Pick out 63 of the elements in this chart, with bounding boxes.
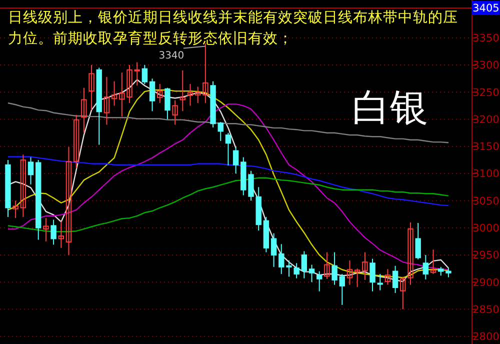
y-tick-label: 2850 [472, 304, 500, 316]
candlestick [58, 220, 64, 248]
candlestick [50, 219, 56, 246]
candlestick [187, 83, 194, 106]
y-tick-label: 3200 [472, 114, 500, 126]
y-tick-label: 3350 [472, 32, 500, 45]
candlestick [194, 86, 201, 104]
candlestick [20, 154, 26, 218]
y-tick-label: 3250 [472, 86, 500, 99]
candlestick [422, 254, 429, 280]
candlestick [346, 260, 353, 286]
y-tick-label: 2900 [472, 276, 500, 289]
y-tick-label: 3300 [472, 60, 500, 72]
candlestick [339, 273, 345, 306]
y-tick-label: 2950 [472, 250, 500, 262]
candlestick [446, 268, 452, 278]
candlestick [88, 64, 94, 111]
candlestick [408, 222, 414, 286]
candlestick [111, 80, 118, 106]
candlestick [12, 200, 18, 219]
candlestick [172, 100, 178, 126]
candlestick [225, 132, 232, 166]
candlestick [270, 232, 277, 268]
candlestick [81, 87, 87, 134]
candlestick [73, 114, 80, 169]
candlestick [66, 146, 72, 256]
candlestick [332, 252, 338, 286]
annotation: 3340 [158, 50, 184, 62]
candlestick [218, 121, 224, 142]
text: 日线级别上，银价近期日线收线并末能有效突破日线布林带中轨的压力位。前期收取孕育型反转形态依旧有效； [8, 9, 458, 48]
candlestick [324, 252, 330, 280]
candlestick [392, 265, 398, 294]
y-tick-label: 3150 [472, 141, 500, 154]
candlestick [142, 64, 148, 84]
candlestick [278, 244, 284, 274]
candlestick [286, 260, 292, 278]
candlestick [157, 83, 163, 104]
candlestick [180, 70, 186, 112]
candlestick [370, 258, 376, 292]
candlestick [301, 250, 308, 279]
y-tick-label: 3050 [472, 195, 500, 208]
candlestick [362, 252, 368, 280]
y-tick-label: 2800 [472, 331, 500, 344]
candlestick [43, 218, 49, 242]
candlestick [232, 146, 239, 174]
y-tick-label: 3000 [472, 222, 500, 235]
candlestick [415, 222, 421, 260]
candlestick [119, 72, 125, 118]
candlestick [316, 270, 322, 292]
y-tick-label: 3100 [472, 168, 500, 180]
candlestick [164, 87, 170, 120]
candlestick [430, 249, 436, 274]
candlestick [104, 76, 110, 126]
candlestick [377, 273, 383, 291]
candlestick [294, 262, 300, 279]
candlestick [308, 264, 315, 283]
candlestick [400, 276, 406, 310]
candlestick [354, 268, 360, 288]
candlestick [28, 156, 34, 185]
y-tick-label: 3405 [472, 2, 500, 15]
candlestick [149, 78, 156, 112]
text: 白银 [352, 85, 428, 130]
candlestick [384, 268, 391, 286]
